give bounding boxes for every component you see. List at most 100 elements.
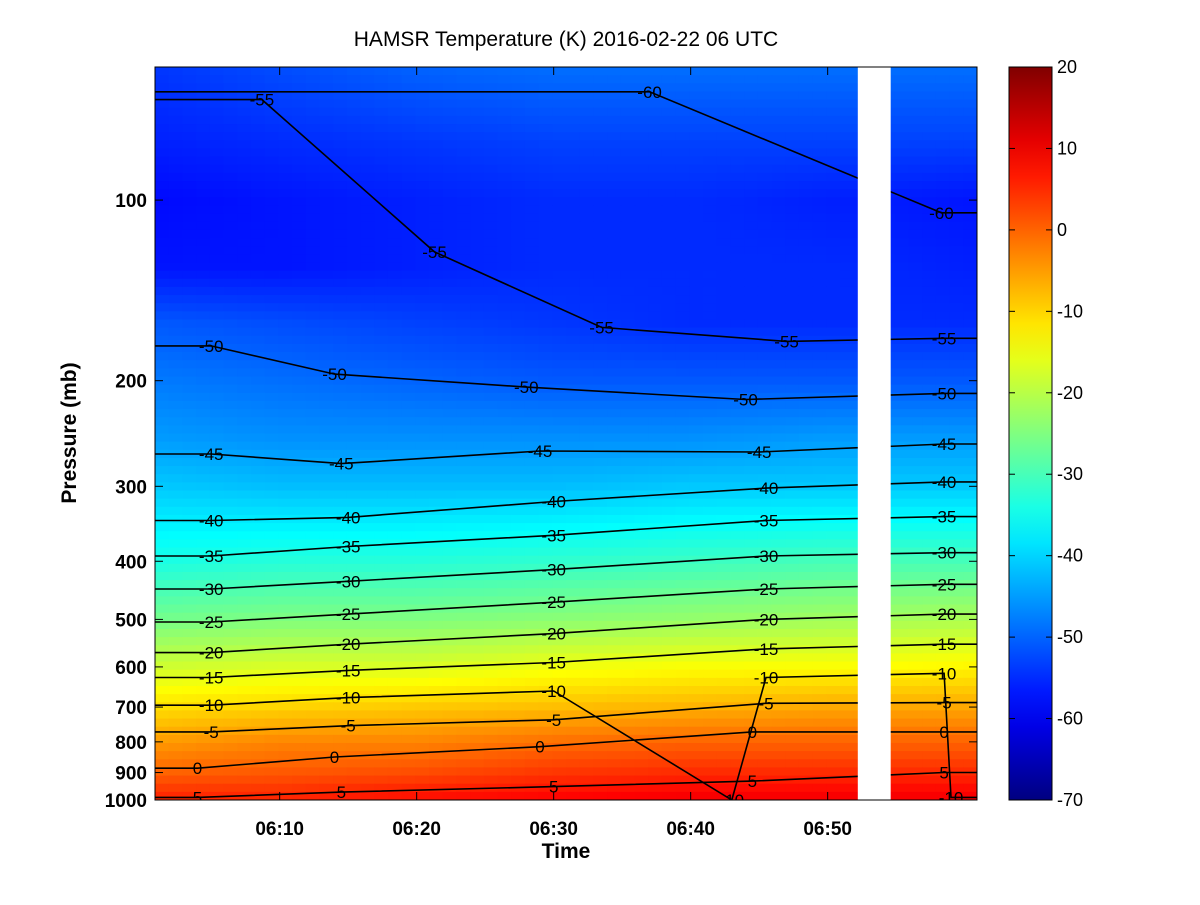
heat-cell xyxy=(813,572,827,581)
heat-cell xyxy=(772,91,786,100)
heat-cell xyxy=(730,474,744,483)
heat-cell xyxy=(443,417,457,426)
heat-cell xyxy=(265,295,279,304)
heat-cell xyxy=(648,499,662,508)
heat-cell xyxy=(813,83,827,92)
heat-cell xyxy=(607,515,621,524)
heat-cell xyxy=(456,140,470,149)
heat-cell xyxy=(593,580,607,589)
heat-cell xyxy=(813,116,827,125)
heat-cell xyxy=(237,556,251,565)
heat-cell xyxy=(511,588,525,597)
heat-cell xyxy=(539,279,553,288)
heat-cell xyxy=(182,230,196,239)
heat-cell xyxy=(772,425,786,434)
heat-cell xyxy=(744,91,758,100)
heat-cell xyxy=(580,214,594,223)
heat-cell xyxy=(840,75,854,84)
heat-cell xyxy=(333,189,347,198)
heat-cell xyxy=(936,108,950,117)
heat-cell xyxy=(689,271,703,280)
heat-cell xyxy=(196,303,210,312)
heat-cell xyxy=(498,319,512,328)
heat-cell xyxy=(347,482,361,491)
heat-cell xyxy=(730,173,744,182)
heat-cell xyxy=(525,466,539,475)
heat-cell xyxy=(717,393,731,402)
heat-cell xyxy=(498,409,512,418)
heat-cell xyxy=(785,662,799,671)
heat-cell xyxy=(813,596,827,605)
heat-cell xyxy=(347,417,361,426)
heat-cell xyxy=(826,417,840,426)
heat-cell xyxy=(580,409,594,418)
heat-cell xyxy=(292,352,306,361)
heat-cell xyxy=(169,572,183,581)
heat-cell xyxy=(278,735,292,744)
heat-cell xyxy=(456,344,470,353)
heat-cell xyxy=(799,385,813,394)
heat-cell xyxy=(525,702,539,711)
heat-cell xyxy=(415,556,429,565)
heat-cell xyxy=(525,83,539,92)
heat-cell xyxy=(717,425,731,434)
heat-cell xyxy=(580,157,594,166)
heat-cell xyxy=(182,686,196,695)
heat-cell xyxy=(621,157,635,166)
heat-cell xyxy=(635,311,649,320)
heat-cell xyxy=(525,189,539,198)
heat-cell xyxy=(169,238,183,247)
heat-cell xyxy=(580,205,594,214)
heat-cell xyxy=(635,686,649,695)
heat-cell xyxy=(429,482,443,491)
heat-cell xyxy=(621,670,635,679)
heat-cell xyxy=(566,271,580,280)
heat-cell xyxy=(361,385,375,394)
heat-cell xyxy=(498,458,512,467)
heat-cell xyxy=(169,262,183,271)
heat-cell xyxy=(265,376,279,385)
heat-cell xyxy=(415,596,429,605)
heat-cell xyxy=(511,173,525,182)
heat-cell xyxy=(155,100,169,109)
heat-cell xyxy=(936,425,950,434)
heat-cell xyxy=(635,499,649,508)
heat-cell xyxy=(826,605,840,614)
heat-cell xyxy=(895,539,909,548)
heat-cell xyxy=(484,254,498,263)
heat-cell xyxy=(196,214,210,223)
heat-cell xyxy=(772,189,786,198)
heat-cell xyxy=(963,173,977,182)
heat-cell xyxy=(648,670,662,679)
heat-cell xyxy=(566,531,580,540)
heat-cell xyxy=(374,311,388,320)
heat-cell xyxy=(785,368,799,377)
heat-cell xyxy=(593,613,607,622)
heat-cell xyxy=(347,336,361,345)
heat-cell xyxy=(429,515,443,524)
heat-cell xyxy=(566,181,580,190)
heat-cell xyxy=(415,401,429,410)
heat-cell xyxy=(265,336,279,345)
heat-cell xyxy=(799,165,813,174)
heat-cell xyxy=(456,727,470,736)
heat-cell xyxy=(456,393,470,402)
heat-cell xyxy=(498,474,512,483)
heat-cell xyxy=(676,629,690,638)
heat-cell xyxy=(826,287,840,296)
heat-cell xyxy=(580,515,594,524)
heat-cell xyxy=(580,727,594,736)
heat-cell xyxy=(402,254,416,263)
heat-cell xyxy=(182,653,196,662)
heat-cell xyxy=(676,140,690,149)
heat-cell xyxy=(306,572,320,581)
heat-cell xyxy=(196,83,210,92)
heat-cell xyxy=(566,254,580,263)
heat-cell xyxy=(703,653,717,662)
heat-cell xyxy=(936,564,950,573)
heat-cell xyxy=(155,564,169,573)
heat-cell xyxy=(799,181,813,190)
heat-cell xyxy=(648,637,662,646)
heat-cell xyxy=(278,222,292,231)
heat-cell xyxy=(635,230,649,239)
